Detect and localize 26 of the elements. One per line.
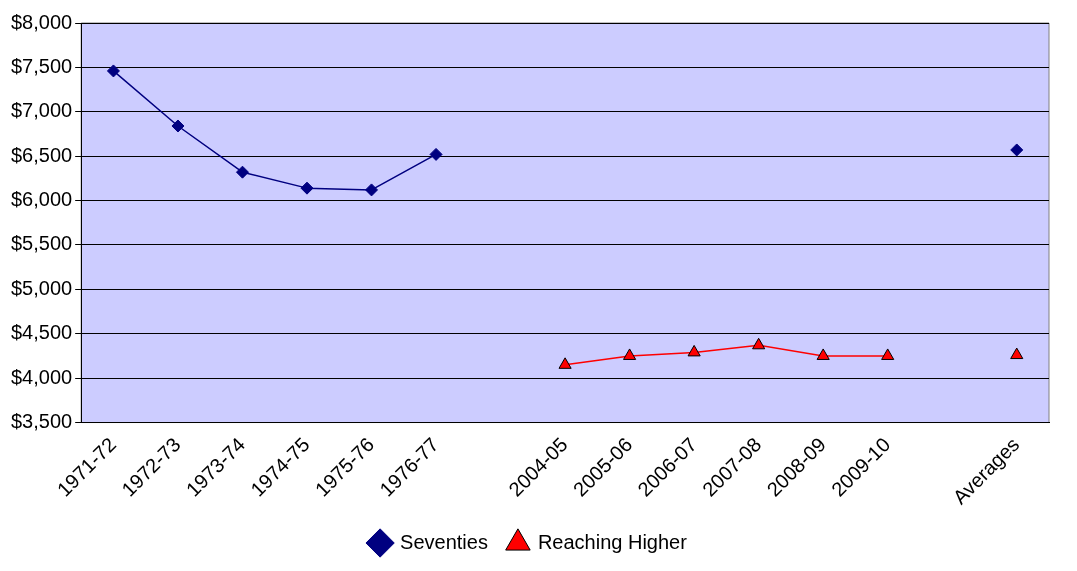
y-tick-label: $4,500 bbox=[11, 321, 73, 344]
point bbox=[365, 183, 379, 197]
y-tick-label: $6,000 bbox=[11, 188, 73, 211]
legend-label: Seventies bbox=[400, 530, 488, 553]
point bbox=[1010, 143, 1024, 157]
point bbox=[300, 181, 314, 195]
point bbox=[881, 348, 895, 360]
point bbox=[235, 165, 249, 179]
y-tick-label: $6,500 bbox=[11, 143, 73, 166]
y-tick-label: $4,000 bbox=[11, 365, 73, 388]
point bbox=[429, 147, 443, 161]
point bbox=[106, 64, 120, 78]
y-tick-label: $8,000 bbox=[11, 10, 73, 33]
point bbox=[816, 348, 830, 360]
y-tick-label: $7,000 bbox=[11, 99, 73, 122]
y-tick-label: $5,500 bbox=[11, 232, 73, 255]
legend-label: Reaching Higher bbox=[537, 530, 688, 553]
point bbox=[687, 344, 701, 357]
point bbox=[623, 348, 637, 360]
point bbox=[1010, 347, 1024, 360]
y-tick-label: $7,500 bbox=[11, 54, 73, 77]
point bbox=[171, 119, 185, 133]
point bbox=[752, 337, 766, 350]
point bbox=[558, 357, 572, 369]
y-tick-label: $5,000 bbox=[11, 276, 73, 299]
y-tick-label: $3,500 bbox=[11, 410, 73, 433]
